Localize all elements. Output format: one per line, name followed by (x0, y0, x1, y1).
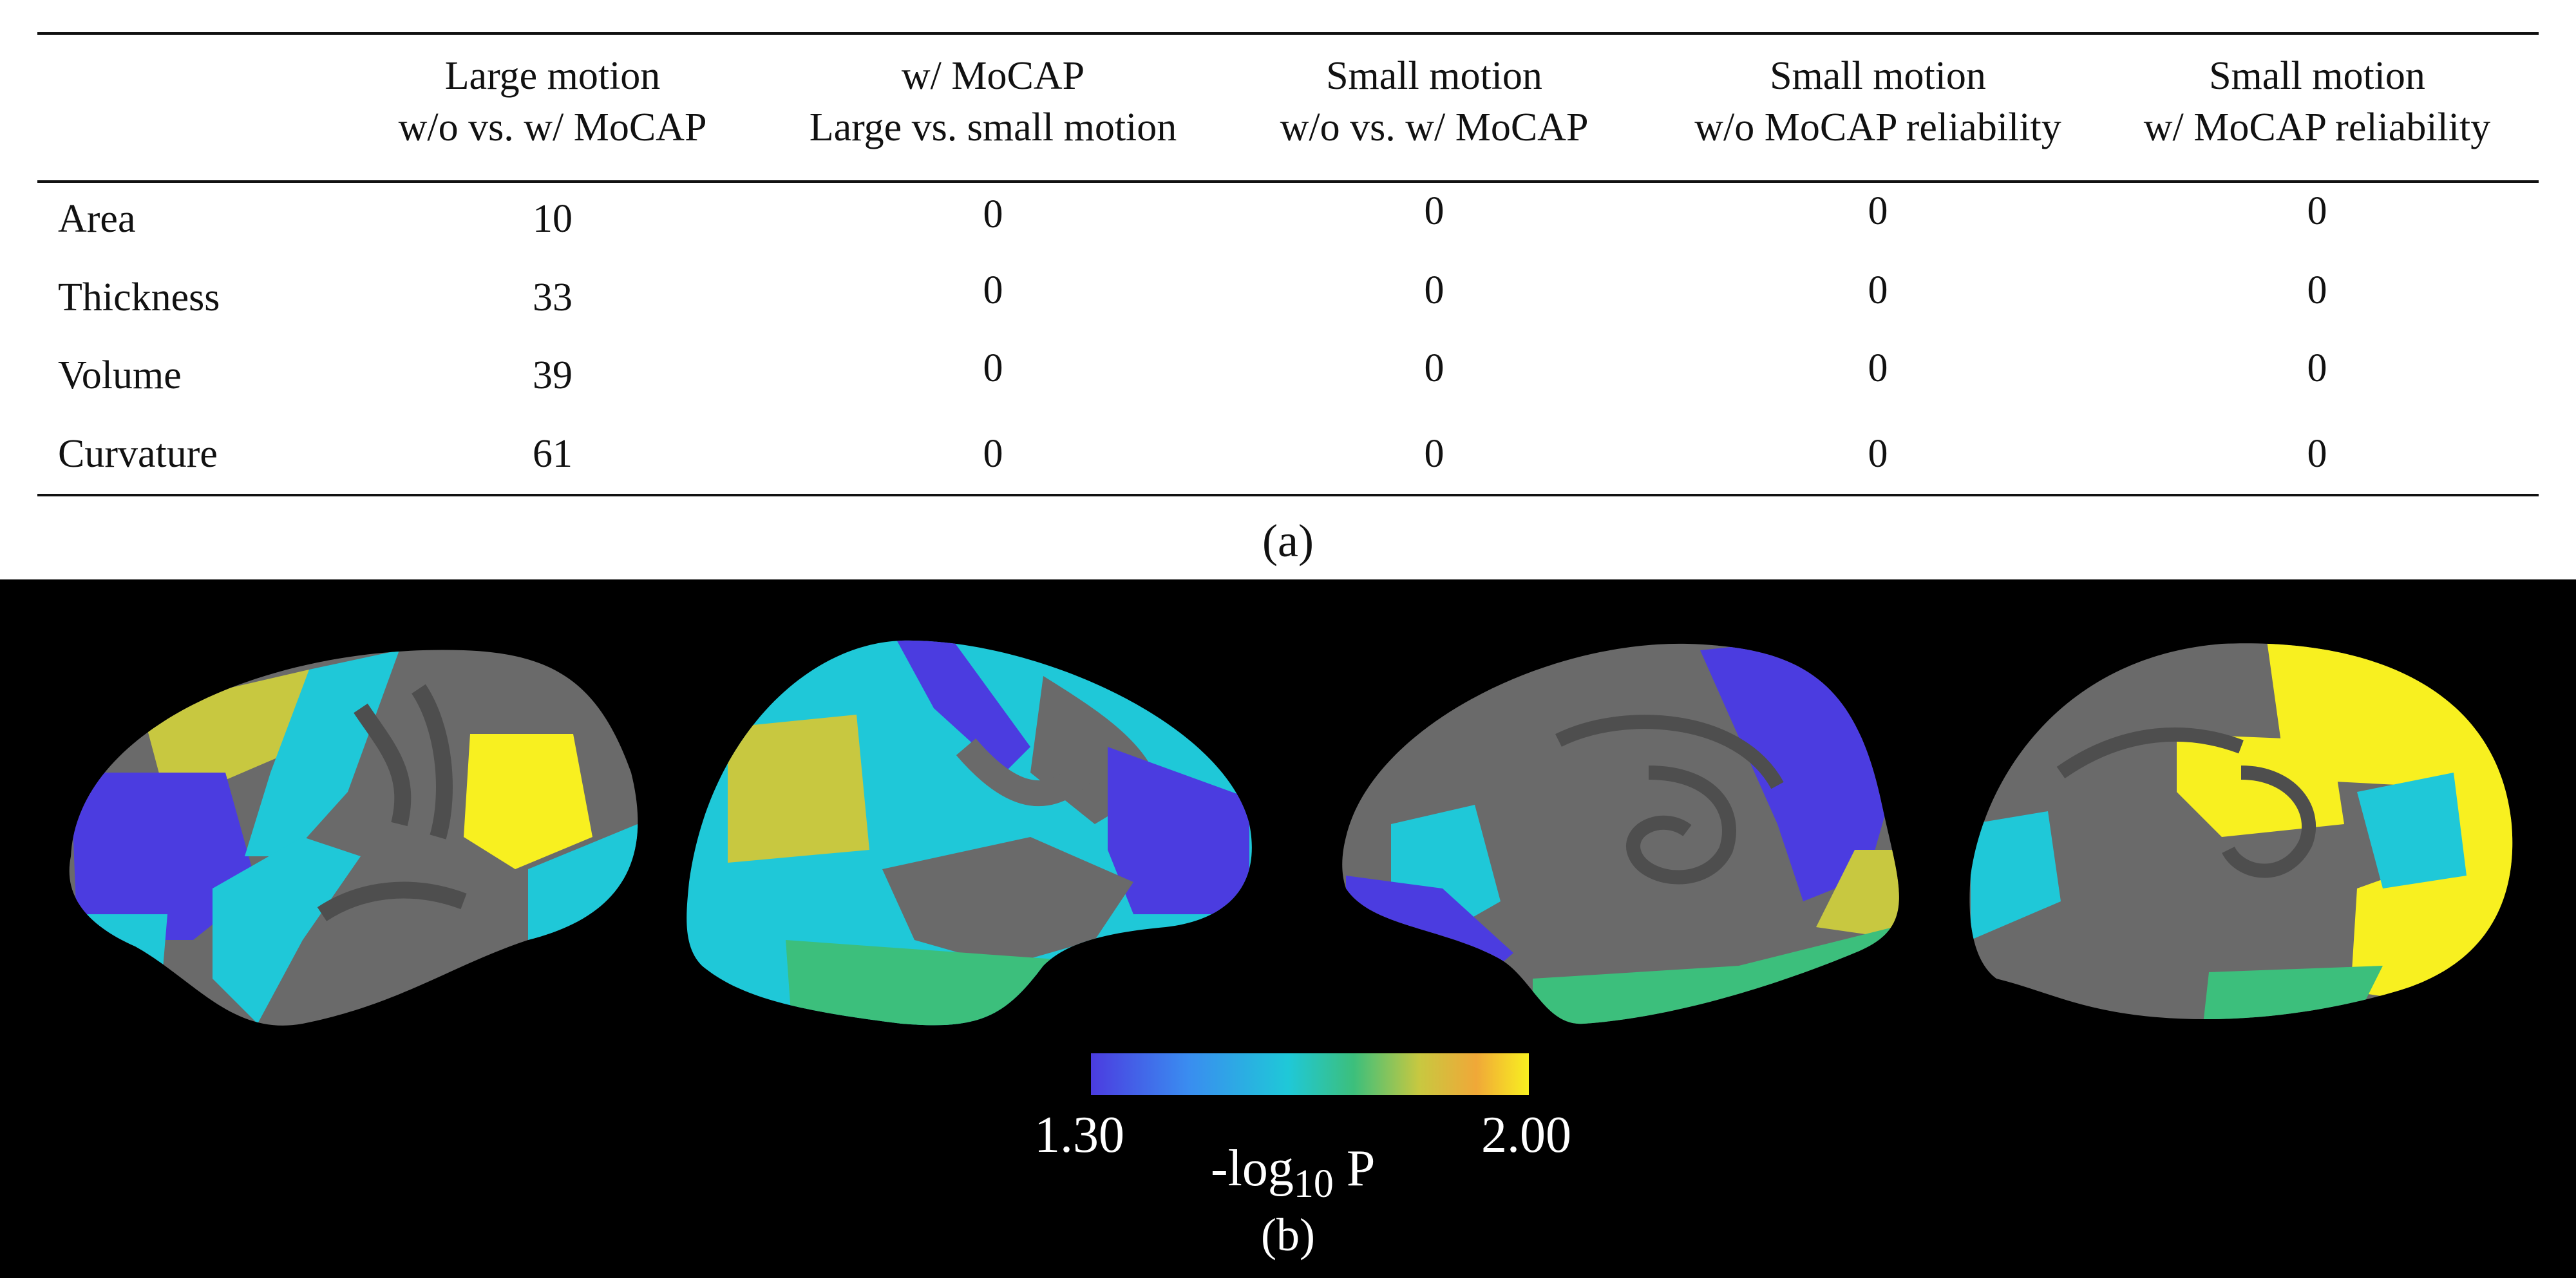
row-label-volume: Volume (58, 353, 182, 397)
brain-medial-left (1342, 643, 1899, 1024)
table-panel: Large motion w/o vs. w/ MoCAP w/ MoCAP L… (0, 0, 2576, 579)
table-cell: 61 (533, 432, 573, 476)
col-header-3: Small motion w/o vs. w/ MoCAP (1280, 54, 1589, 149)
table-cell: 0 (1424, 346, 1444, 390)
brain-lateral-left (69, 650, 638, 1026)
row-label-thickness: Thickness (58, 276, 220, 319)
table-cell: 0 (983, 268, 1003, 312)
brain-surfaces (69, 640, 2513, 1026)
row-label-curvature: Curvature (58, 432, 218, 476)
colorbar-gradient (1091, 1053, 1529, 1095)
table-cell: 10 (533, 197, 573, 241)
colorbar-min-label: 1.30 (1034, 1107, 1124, 1163)
table-cell: 0 (2307, 189, 2327, 233)
table-cell: 0 (983, 432, 1003, 476)
brain-lateral-right (687, 640, 1252, 1026)
colorbar-max-label: 2.00 (1481, 1107, 1571, 1163)
table-cell: 0 (1868, 268, 1888, 312)
table-cell: 0 (983, 346, 1003, 390)
table-cell: 0 (1868, 189, 1888, 233)
table-cell: 0 (1868, 346, 1888, 390)
table-cell: 0 (2307, 432, 2327, 476)
table-header-rule (37, 180, 2539, 183)
table-cell: 0 (2307, 268, 2327, 312)
table-cell: 0 (1424, 189, 1444, 233)
table-bottom-rule (37, 494, 2539, 496)
caption-a: (a) (1262, 515, 1314, 567)
table-cell: 0 (1868, 432, 1888, 476)
brain-figure-panel: 1.30 2.00 -log10 P (b) (0, 579, 2576, 1278)
brain-medial-right (1969, 643, 2513, 1020)
col-header-2: w/ MoCAP Large vs. small motion (809, 54, 1177, 149)
table-cell: 0 (1424, 268, 1444, 312)
table-cell: 0 (1424, 432, 1444, 476)
table-cell: 39 (533, 353, 573, 397)
table-cell: 33 (533, 276, 573, 319)
table-top-rule (37, 32, 2539, 35)
colorbar-axis-label: -log10 P (1211, 1140, 1376, 1206)
row-label-area: Area (58, 197, 136, 241)
caption-b: (b) (1261, 1209, 1315, 1261)
col-header-4: Small motion w/o MoCAP reliability (1694, 54, 2061, 149)
table-cell: 0 (2307, 346, 2327, 390)
col-header-5: Small motion w/ MoCAP reliability (2143, 54, 2491, 149)
table-cell: 0 (983, 193, 1003, 236)
colorbar (1091, 1053, 1529, 1095)
col-header-1: Large motion w/o vs. w/ MoCAP (398, 54, 707, 149)
